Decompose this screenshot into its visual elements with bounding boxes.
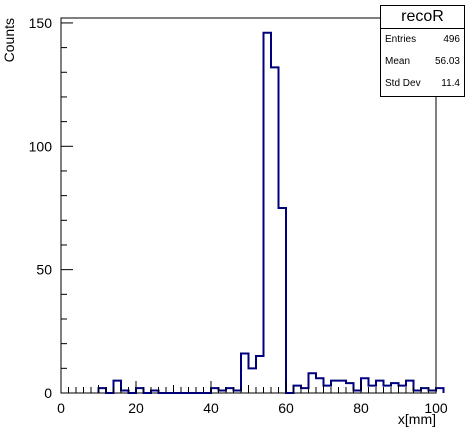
histogram-bin — [339, 381, 347, 393]
stats-label-entries: Entries — [385, 34, 417, 45]
y-tick-label: 150 — [29, 15, 53, 31]
histogram-bin — [324, 386, 332, 393]
histogram-bin — [234, 391, 242, 393]
histogram-bin — [391, 383, 399, 393]
stats-row-entries: Entries 496 — [381, 29, 464, 51]
stats-title: recoR — [381, 6, 464, 29]
x-tick-label: 60 — [278, 400, 294, 416]
histogram-bin — [211, 388, 219, 393]
histogram-bin — [429, 391, 437, 393]
stats-value-stddev: 11.4 — [441, 78, 460, 89]
histogram-bin — [136, 388, 144, 393]
histogram-bin — [399, 386, 407, 393]
histogram-bin — [346, 383, 354, 393]
histogram-bin — [99, 388, 107, 393]
histogram-bin — [226, 388, 234, 393]
histogram-bin — [376, 381, 384, 393]
histogram-bin — [249, 368, 257, 393]
y-axis-title: Counts — [1, 18, 17, 62]
histogram-bin — [151, 391, 159, 393]
histogram-bin — [241, 354, 249, 393]
x-axis-title: x[mm] — [398, 411, 436, 427]
x-tick-label: 100 — [424, 400, 448, 416]
stats-row-mean: Mean 56.03 — [381, 51, 464, 73]
x-tick-label: 80 — [353, 400, 369, 416]
stats-row-stddev: Std Dev 11.4 — [381, 73, 464, 95]
stats-value-mean: 56.03 — [434, 56, 460, 67]
histogram-bin — [219, 391, 227, 393]
histogram-bin — [294, 386, 302, 393]
histogram-bin — [301, 388, 309, 393]
histogram-bin — [264, 33, 272, 393]
stats-box: recoR Entries 496 Mean 56.03 Std Dev 11.… — [380, 5, 465, 97]
y-tick-label: 50 — [36, 262, 52, 278]
x-tick-label: 20 — [128, 400, 144, 416]
histogram-bin — [279, 208, 287, 393]
y-tick-label: 100 — [29, 138, 53, 154]
histogram-bin — [384, 386, 392, 393]
histogram-bin — [406, 381, 414, 393]
histogram-bin — [369, 386, 377, 393]
histogram-bin — [354, 391, 362, 393]
histogram-bin — [309, 373, 317, 393]
stats-label-stddev: Std Dev — [385, 78, 421, 89]
x-tick-label: 0 — [57, 400, 65, 416]
stats-label-mean: Mean — [385, 56, 411, 67]
histogram-bin — [421, 388, 429, 393]
histogram-bin — [271, 67, 279, 393]
x-tick-label: 40 — [203, 400, 219, 416]
histogram-bin — [436, 388, 444, 393]
histogram-bin — [361, 378, 369, 393]
histogram-bin — [316, 378, 324, 393]
histogram-bin — [121, 391, 129, 393]
stats-value-entries: 496 — [443, 34, 460, 45]
histogram-bin — [114, 381, 122, 393]
histogram-bin — [256, 356, 264, 393]
histogram-bin — [414, 391, 422, 393]
y-tick-label: 0 — [44, 385, 52, 401]
histogram-bin — [331, 381, 339, 393]
